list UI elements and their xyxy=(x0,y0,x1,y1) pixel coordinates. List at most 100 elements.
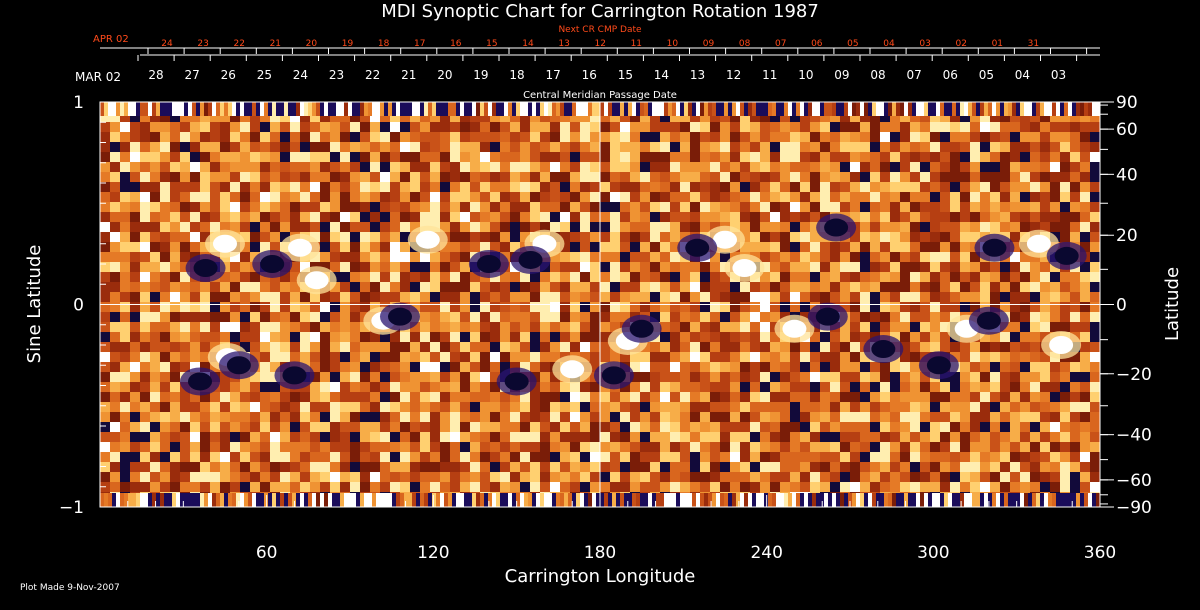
heatmap-cell-2320 xyxy=(300,332,310,342)
active-region-18 xyxy=(188,372,212,391)
polar-noise-cell-4345 xyxy=(1080,102,1084,116)
heatmap-cell-3683 xyxy=(930,462,940,472)
heatmap-cell-1555 xyxy=(650,252,660,262)
heatmap-cell-972 xyxy=(820,192,830,202)
polar-noise-cell-4217 xyxy=(568,102,572,116)
active-region-1 xyxy=(193,259,218,278)
heatmap-cell-1317 xyxy=(270,232,280,242)
heatmap-cell-2483 xyxy=(930,342,940,352)
heatmap-cell-3615 xyxy=(250,462,260,472)
heatmap-cell-1451 xyxy=(610,242,620,252)
heatmap-cell-2561 xyxy=(710,352,720,362)
heatmap-cell-2837 xyxy=(470,382,480,392)
heatmap-cell-671 xyxy=(810,162,820,172)
heatmap-cell-247 xyxy=(570,122,580,132)
heatmap-cell-2557 xyxy=(670,352,680,362)
heatmap-cell-1040 xyxy=(500,202,510,212)
heatmap-cell-3887 xyxy=(970,482,980,492)
heatmap-cell-3860 xyxy=(700,482,710,492)
heatmap-cell-674 xyxy=(840,162,850,172)
heatmap-cell-213 xyxy=(230,122,240,132)
heatmap-cell-2065 xyxy=(750,302,760,312)
next-cr-date-3: 21 xyxy=(270,39,281,49)
heatmap-cell-3088 xyxy=(980,402,990,412)
heatmap-cell-2034 xyxy=(440,302,450,312)
heatmap-cell-996 xyxy=(1060,192,1070,202)
heatmap-cell-3016 xyxy=(260,402,270,412)
heatmap-cell-3342 xyxy=(520,432,530,442)
heatmap-cell-1408 xyxy=(180,242,190,252)
heatmap-cell-2024 xyxy=(340,302,350,312)
heatmap-cell-2586 xyxy=(960,352,970,362)
heatmap-cell-2687 xyxy=(970,362,980,372)
heatmap-cell-555 xyxy=(650,152,660,162)
heatmap-cell-3565 xyxy=(750,452,760,462)
polar-noise-cell-4218 xyxy=(572,102,576,116)
polar-noise-cell-4396 xyxy=(284,493,288,507)
polar-noise-cell-4273 xyxy=(792,102,796,116)
heatmap-cell-3492 xyxy=(1020,442,1030,452)
heatmap-cell-489 xyxy=(990,142,1000,152)
heatmap-cell-241 xyxy=(510,122,520,132)
heatmap-cell-442 xyxy=(520,142,530,152)
heatmap-cell-543 xyxy=(530,152,540,162)
heatmap-cell-594 xyxy=(1040,152,1050,162)
heatmap-cell-1547 xyxy=(570,252,580,262)
heatmap-cell-3246 xyxy=(560,422,570,432)
heatmap-cell-272 xyxy=(820,122,830,132)
heatmap-cell-1566 xyxy=(760,252,770,262)
heatmap-cell-926 xyxy=(360,192,370,202)
heatmap-cell-2643 xyxy=(530,362,540,372)
heatmap-cell-3624 xyxy=(340,462,350,472)
heatmap-cell-869 xyxy=(790,182,800,192)
heatmap-cell-1524 xyxy=(340,252,350,262)
heatmap-cell-506 xyxy=(160,152,170,162)
heatmap-cell-2908 xyxy=(180,392,190,402)
heatmap-cell-3097 xyxy=(1070,402,1080,412)
heatmap-cell-1962 xyxy=(720,292,730,302)
cmp-date-13: 15 xyxy=(618,68,633,82)
heatmap-cell-3724 xyxy=(340,472,350,482)
heatmap-cell-1402 xyxy=(120,242,130,252)
heatmap-cell-2570 xyxy=(800,352,810,362)
heatmap-cell-2771 xyxy=(810,372,820,382)
heatmap-cell-2262 xyxy=(720,322,730,332)
heatmap-cell-1592 xyxy=(1020,252,1030,262)
heatmap-cell-1829 xyxy=(390,282,400,292)
x-axis-ticks: 60 120 180 240 300 360 xyxy=(127,495,1116,563)
heatmap-cell-2134 xyxy=(440,312,450,322)
heatmap-cell-1631 xyxy=(410,262,420,272)
heatmap-cell-1799 xyxy=(1090,272,1100,282)
heatmap-cell-198 xyxy=(1080,112,1090,122)
heatmap-cell-1701 xyxy=(110,272,120,282)
heatmap-cell-1196 xyxy=(1060,212,1070,222)
x-tick-label-60: 60 xyxy=(256,543,278,563)
heatmap-cell-1526 xyxy=(360,252,370,262)
heatmap-cell-3659 xyxy=(690,462,700,472)
heatmap-cell-101 xyxy=(110,112,120,122)
heatmap-cell-124 xyxy=(340,112,350,122)
polar-noise-cell-4390 xyxy=(260,493,264,507)
heatmap-cell-857 xyxy=(670,182,680,192)
heatmap-cell-1841 xyxy=(510,282,520,292)
heatmap-cell-933 xyxy=(430,192,440,202)
heatmap-cell-3739 xyxy=(490,472,500,482)
heatmap-cell-1354 xyxy=(640,232,650,242)
polar-noise-cell-4528 xyxy=(812,493,816,507)
heatmap-cell-1654 xyxy=(640,262,650,272)
heatmap-cell-3477 xyxy=(870,442,880,452)
heatmap-cell-1678 xyxy=(880,262,890,272)
heatmap-cell-1140 xyxy=(500,212,510,222)
heatmap-cell-273 xyxy=(830,122,840,132)
heatmap-cell-2823 xyxy=(330,382,340,392)
heatmap-cell-2011 xyxy=(210,302,220,312)
heatmap-cell-3702 xyxy=(120,472,130,482)
heatmap-cell-923 xyxy=(330,192,340,202)
heatmap-cell-3803 xyxy=(130,482,140,492)
heatmap-cell-3673 xyxy=(830,462,840,472)
heatmap-cell-3139 xyxy=(490,412,500,422)
heatmap-cell-3687 xyxy=(970,462,980,472)
heatmap-cell-3288 xyxy=(980,422,990,432)
heatmap-cell-1694 xyxy=(1040,262,1050,272)
heatmap-cell-2503 xyxy=(130,352,140,362)
